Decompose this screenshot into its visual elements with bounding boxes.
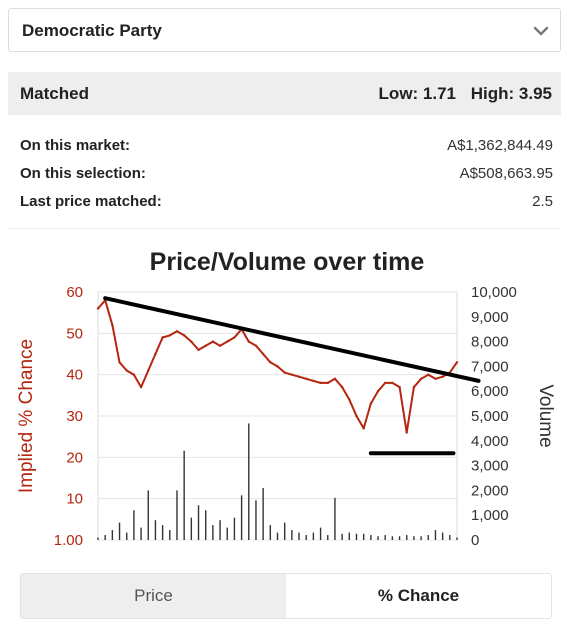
- low-value: Low: 1.71: [378, 84, 457, 103]
- high-value: High: 3.95: [470, 84, 552, 103]
- price-point: [218, 344, 222, 347]
- left-tick-label: 40: [66, 367, 83, 384]
- price-point: [405, 431, 408, 434]
- right-tick-label: 1,000: [471, 507, 509, 524]
- price-point: [197, 348, 200, 352]
- price-point: [305, 377, 308, 380]
- stat-row-selection: On this selection: A$508,663.95: [20, 163, 553, 191]
- stat-label: On this selection:: [20, 165, 146, 182]
- low-high-range: Low: 1.71 High: 3.95: [369, 84, 552, 104]
- price-point: [118, 361, 121, 364]
- matched-title: Matched: [20, 84, 89, 103]
- price-point: [434, 377, 437, 380]
- price-point: [204, 344, 207, 347]
- market-stats: On this market: A$1,362,844.49 On this s…: [20, 135, 553, 219]
- divider: [8, 228, 561, 229]
- right-tick-label: 9,000: [471, 309, 509, 326]
- price-point: [175, 330, 179, 333]
- right-tick-label: 7,000: [471, 358, 509, 375]
- price-point: [283, 371, 286, 374]
- price-point: [132, 373, 136, 376]
- price-point: [161, 336, 164, 339]
- price-point: [340, 385, 344, 389]
- stat-label: Last price matched:: [20, 193, 162, 210]
- price-point: [369, 402, 373, 405]
- chevron-down-icon[interactable]: [532, 22, 550, 40]
- price-point: [233, 336, 236, 339]
- price-point: [312, 379, 315, 383]
- price-point: [290, 373, 294, 376]
- price-point: [376, 390, 380, 393]
- price-point: [111, 323, 114, 327]
- party-selector[interactable]: Democratic Party: [8, 8, 561, 52]
- right-tick-label: 6,000: [471, 383, 509, 400]
- price-point: [412, 385, 416, 389]
- price-point: [182, 334, 186, 337]
- right-tick-label: 5,000: [471, 408, 509, 425]
- price-point: [398, 385, 401, 389]
- right-tick-label: 3,000: [471, 458, 509, 475]
- price-point: [348, 398, 351, 401]
- price-point: [254, 344, 258, 347]
- chart-title: Price/Volume over time: [150, 248, 425, 276]
- price-point: [211, 340, 215, 343]
- price-point: [455, 361, 459, 364]
- right-axis-title: Volume: [535, 384, 556, 447]
- right-tick-label: 8,000: [471, 334, 509, 351]
- right-tick-label: 10,000: [471, 284, 517, 301]
- stat-row-market: On this market: A$1,362,844.49: [20, 135, 553, 163]
- party-selector-value: Democratic Party: [22, 21, 162, 40]
- left-tick-label: 1.00: [54, 532, 83, 549]
- price-point: [139, 385, 143, 389]
- price-point: [96, 307, 100, 310]
- price-point: [326, 381, 329, 385]
- price-point: [226, 340, 229, 343]
- price-point: [190, 340, 193, 343]
- price-point: [247, 340, 250, 343]
- price-point: [419, 377, 423, 380]
- price-point: [319, 381, 322, 385]
- price-point: [276, 365, 279, 368]
- price-point: [355, 414, 358, 418]
- stat-row-last-price: Last price matched: 2.5: [20, 191, 553, 219]
- price-point: [362, 427, 365, 430]
- price-point: [391, 381, 394, 385]
- price-point: [333, 377, 337, 380]
- trend-line-annotation: [103, 296, 481, 383]
- left-tick-label: 10: [66, 491, 83, 508]
- price-volume-chart: Price/Volume over time 60 50 40 30 20 10 1.00 10…: [16, 248, 556, 549]
- matched-header: Matched Low: 1.71 High: 3.95: [8, 72, 561, 115]
- right-tick-label: 2,000: [471, 482, 509, 499]
- left-tick-label: 50: [66, 325, 83, 342]
- stat-value: 2.5: [532, 193, 553, 210]
- price-point: [147, 369, 150, 372]
- price-point: [427, 373, 430, 376]
- right-tick-label: 4,000: [471, 433, 509, 450]
- price-point: [125, 369, 128, 372]
- left-tick-label: 30: [66, 408, 83, 425]
- price-point: [269, 361, 272, 364]
- stat-value: A$1,362,844.49: [447, 137, 553, 154]
- price-point: [441, 375, 444, 378]
- price-point: [168, 334, 171, 337]
- price-point: [297, 375, 301, 378]
- price-point: [154, 352, 157, 356]
- price-toggle-button[interactable]: Price: [21, 574, 286, 618]
- chart-mode-toggle[interactable]: Price % Chance: [20, 573, 552, 619]
- stat-value: A$508,663.95: [459, 165, 553, 182]
- stat-label: On this market:: [20, 137, 131, 154]
- left-tick-label: 60: [66, 284, 83, 301]
- price-point: [261, 352, 265, 356]
- left-axis-title: Implied % Chance: [16, 339, 37, 493]
- chance-toggle-button[interactable]: % Chance: [286, 574, 551, 618]
- price-point: [384, 381, 387, 385]
- right-tick-label: 0: [471, 532, 479, 549]
- left-tick-label: 20: [66, 449, 83, 466]
